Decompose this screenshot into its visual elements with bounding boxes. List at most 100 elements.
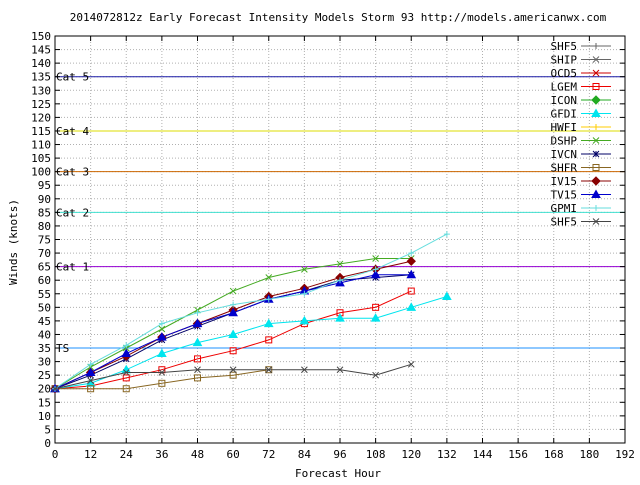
reference-label: Cat 5 xyxy=(56,71,89,84)
data-point xyxy=(443,231,450,238)
data-point xyxy=(192,318,203,328)
data-point xyxy=(121,364,132,374)
data-point xyxy=(87,361,94,368)
y-tick-label: 75 xyxy=(38,234,51,247)
y-tick-label: 80 xyxy=(38,220,51,233)
legend-label: TV15 xyxy=(551,189,578,202)
data-point xyxy=(229,287,237,295)
data-point xyxy=(407,287,415,295)
x-tick-label: 60 xyxy=(227,448,240,461)
x-tick-label: 132 xyxy=(437,448,457,461)
reference-label: Cat 1 xyxy=(56,261,89,274)
y-tick-label: 125 xyxy=(31,98,51,111)
data-point xyxy=(593,205,599,211)
legend-label: SHIP xyxy=(551,54,578,67)
data-point xyxy=(593,43,599,49)
data-point xyxy=(158,320,165,327)
reference-label: Cat 3 xyxy=(56,166,89,179)
data-point xyxy=(592,164,600,171)
legend-label: SHFR xyxy=(551,162,578,175)
x-tick-label: 0 xyxy=(52,448,59,461)
y-tick-label: 145 xyxy=(31,44,51,57)
data-point xyxy=(406,256,416,266)
data-point xyxy=(407,360,415,368)
x-tick-label: 84 xyxy=(298,448,312,461)
data-point xyxy=(372,255,379,262)
data-point xyxy=(157,348,167,357)
y-tick-label: 130 xyxy=(31,84,51,97)
reference-label: Cat 2 xyxy=(56,206,89,219)
data-point xyxy=(591,95,601,105)
y-tick-label: 25 xyxy=(38,369,51,382)
data-point xyxy=(87,385,95,393)
x-tick-label: 168 xyxy=(544,448,564,461)
data-point xyxy=(337,277,343,284)
data-point xyxy=(406,302,417,311)
x-tick-label: 144 xyxy=(473,448,493,461)
data-point xyxy=(408,250,415,257)
x-tick-label: 156 xyxy=(508,448,528,461)
y-tick-label: 150 xyxy=(31,30,51,43)
legend-label: ICON xyxy=(551,94,578,107)
data-point xyxy=(592,69,600,77)
data-point xyxy=(301,290,308,297)
data-point xyxy=(593,124,599,130)
legend-label: LGEM xyxy=(551,81,578,94)
y-tick-label: 35 xyxy=(38,342,51,355)
reference-label: Cat 4 xyxy=(56,125,89,138)
y-tick-label: 65 xyxy=(38,261,51,274)
data-point xyxy=(192,337,203,347)
data-point xyxy=(263,318,274,328)
series-line xyxy=(54,290,412,390)
data-point xyxy=(265,366,273,374)
series-line xyxy=(54,363,412,390)
data-point xyxy=(230,301,237,308)
data-point xyxy=(122,369,130,376)
data-point xyxy=(336,260,344,268)
data-point xyxy=(372,303,380,311)
y-tick-label: 20 xyxy=(38,383,51,396)
data-point xyxy=(265,274,273,281)
data-point xyxy=(370,313,381,322)
data-point xyxy=(370,269,381,279)
data-point xyxy=(229,371,237,379)
data-point xyxy=(336,366,344,374)
data-point xyxy=(591,189,601,198)
x-tick-label: 72 xyxy=(262,448,275,461)
x-axis-label: Forecast Hour xyxy=(295,467,381,480)
data-point xyxy=(158,379,166,387)
data-point xyxy=(122,374,130,382)
data-point xyxy=(591,176,601,186)
y-tick-label: 50 xyxy=(38,301,51,314)
data-point xyxy=(229,366,237,374)
legend-label: OCD5 xyxy=(551,67,578,80)
x-tick-label: 108 xyxy=(366,448,386,461)
x-tick-label: 96 xyxy=(333,448,346,461)
legend-label: SHF5 xyxy=(551,216,578,229)
data-point xyxy=(157,332,167,341)
y-tick-label: 70 xyxy=(38,247,51,260)
data-point xyxy=(301,265,308,273)
category-reference-lines: TS Cat 1 Cat 2 Cat 3 Cat 4 Cat 5 xyxy=(55,71,625,355)
y-tick-label: 135 xyxy=(31,71,51,84)
data-point xyxy=(87,377,94,384)
data-point xyxy=(229,347,237,355)
data-point xyxy=(265,296,272,303)
legend-label: GPMI xyxy=(551,202,578,215)
data-point xyxy=(592,83,600,90)
y-tick-label: 15 xyxy=(38,396,51,409)
data-point xyxy=(194,374,201,382)
data-point xyxy=(265,336,273,344)
y-tick-label: 120 xyxy=(31,111,51,124)
data-point xyxy=(592,137,600,144)
y-tick-label: 85 xyxy=(38,206,51,219)
data-point xyxy=(406,269,417,279)
data-point xyxy=(158,369,166,376)
x-tick-label: 36 xyxy=(155,448,168,461)
data-point xyxy=(372,266,379,273)
y-axis-label: Winds (knots) xyxy=(7,199,20,285)
series-line xyxy=(54,233,448,390)
y-tick-label: 0 xyxy=(44,437,51,450)
legend-label: DSHP xyxy=(551,135,578,148)
